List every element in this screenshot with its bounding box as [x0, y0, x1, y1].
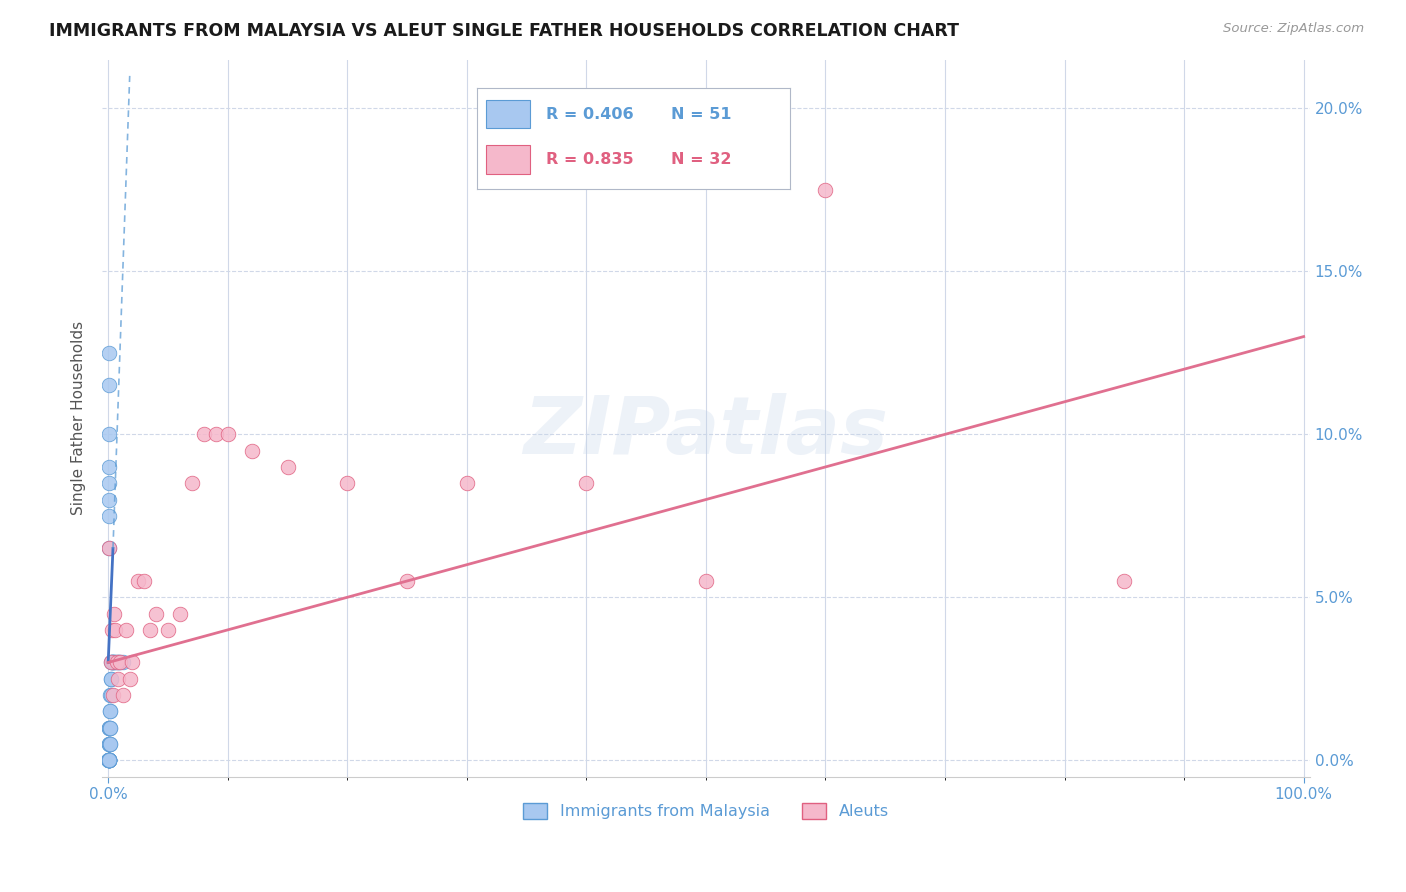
- Point: [98, 737, 121, 751]
- Point: [98, 704, 121, 718]
- Point: [97, 346, 120, 360]
- Text: Source: ZipAtlas.com: Source: ZipAtlas.com: [1223, 22, 1364, 36]
- Point: [97, 753, 120, 767]
- Point: [98, 753, 121, 767]
- Point: [217, 427, 239, 442]
- Point: [98, 721, 121, 735]
- Point: [98, 753, 121, 767]
- Point: [97, 753, 120, 767]
- Point: [336, 476, 359, 491]
- Point: [104, 623, 127, 637]
- Point: [276, 459, 298, 474]
- Point: [204, 427, 226, 442]
- Point: [98, 492, 121, 507]
- Point: [98, 753, 121, 767]
- Point: [100, 656, 122, 670]
- Point: [105, 656, 128, 670]
- Point: [98, 737, 121, 751]
- Point: [103, 656, 125, 670]
- Point: [115, 623, 138, 637]
- Point: [98, 737, 121, 751]
- Point: [98, 753, 121, 767]
- Point: [575, 476, 598, 491]
- Point: [100, 688, 122, 702]
- Point: [97, 508, 120, 523]
- Point: [1114, 574, 1136, 588]
- Point: [98, 753, 121, 767]
- Legend: Immigrants from Malaysia, Aleuts: Immigrants from Malaysia, Aleuts: [517, 797, 896, 826]
- Point: [127, 574, 149, 588]
- Point: [98, 753, 121, 767]
- Point: [100, 656, 122, 670]
- Point: [103, 607, 125, 621]
- Point: [98, 476, 121, 491]
- Point: [240, 443, 263, 458]
- Point: [121, 656, 143, 670]
- Point: [97, 541, 120, 556]
- Point: [98, 704, 121, 718]
- Point: [104, 656, 127, 670]
- Point: [100, 672, 122, 686]
- Point: [156, 623, 179, 637]
- Point: [108, 656, 131, 670]
- Point: [107, 656, 129, 670]
- Point: [456, 476, 478, 491]
- Point: [98, 721, 121, 735]
- Point: [97, 753, 120, 767]
- Point: [98, 427, 121, 442]
- Point: [103, 656, 125, 670]
- Point: [108, 656, 131, 670]
- Point: [98, 753, 121, 767]
- Point: [97, 753, 120, 767]
- Point: [180, 476, 202, 491]
- Point: [111, 688, 134, 702]
- Point: [695, 574, 717, 588]
- Point: [97, 753, 120, 767]
- Point: [108, 656, 131, 670]
- Point: [98, 688, 121, 702]
- Point: [97, 378, 120, 392]
- Point: [100, 623, 122, 637]
- Point: [814, 183, 837, 197]
- Point: [145, 607, 167, 621]
- Point: [98, 737, 121, 751]
- Point: [101, 656, 124, 670]
- Point: [97, 753, 120, 767]
- Point: [139, 623, 162, 637]
- Point: [100, 656, 122, 670]
- Point: [98, 721, 121, 735]
- Point: [193, 427, 215, 442]
- Text: IMMIGRANTS FROM MALAYSIA VS ALEUT SINGLE FATHER HOUSEHOLDS CORRELATION CHART: IMMIGRANTS FROM MALAYSIA VS ALEUT SINGLE…: [49, 22, 959, 40]
- Point: [111, 656, 134, 670]
- Point: [118, 672, 141, 686]
- Point: [169, 607, 191, 621]
- Point: [98, 737, 121, 751]
- Text: ZIPatlas: ZIPatlas: [523, 393, 889, 471]
- Point: [132, 574, 155, 588]
- Point: [101, 656, 124, 670]
- Point: [98, 721, 121, 735]
- Point: [105, 656, 128, 670]
- Point: [107, 672, 129, 686]
- Point: [101, 688, 124, 702]
- Point: [98, 459, 121, 474]
- Point: [98, 753, 121, 767]
- Point: [98, 541, 121, 556]
- Y-axis label: Single Father Households: Single Father Households: [72, 321, 86, 515]
- Point: [98, 721, 121, 735]
- Point: [396, 574, 419, 588]
- Point: [100, 672, 122, 686]
- Point: [100, 656, 122, 670]
